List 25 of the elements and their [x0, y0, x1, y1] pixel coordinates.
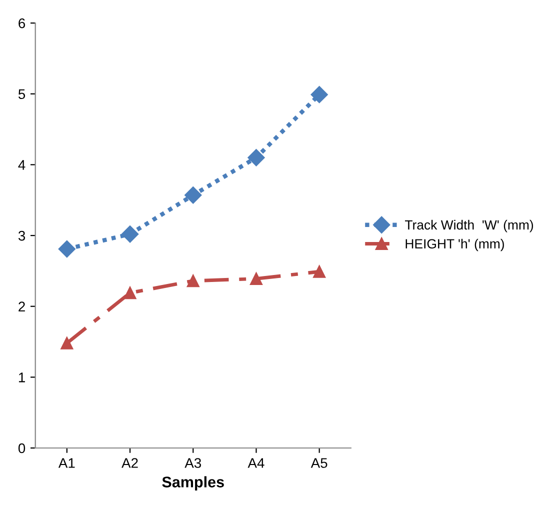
x-tick-label: A1 — [58, 458, 75, 468]
point — [124, 286, 136, 300]
x-tick-label: A4 — [248, 458, 264, 468]
y-tick-label: 4 — [18, 160, 26, 170]
x-tick-label: A2 — [122, 458, 138, 468]
point — [121, 226, 139, 243]
y-tick-label: 1 — [18, 372, 25, 382]
point — [184, 186, 202, 204]
x-tick-label: A3 — [184, 458, 202, 468]
point — [60, 336, 74, 350]
y-tick-label: 0 — [18, 443, 26, 454]
point — [58, 240, 76, 258]
x-axis-title: Samples — [162, 476, 224, 490]
point — [248, 149, 265, 166]
y-tick-label: 5 — [18, 89, 26, 100]
legend-label: HEIGHT 'h' (mm) — [406, 238, 504, 252]
y-tick-label: 6 — [18, 18, 26, 28]
point — [250, 272, 262, 285]
y-tick-label: 3 — [18, 230, 26, 241]
legend-label: Track Width 'W' (mm) — [404, 220, 534, 232]
point — [310, 86, 328, 104]
y-tick-label: 2 — [18, 302, 25, 312]
point — [186, 274, 200, 288]
point — [313, 265, 326, 278]
x-tick-label: A5 — [310, 458, 328, 468]
